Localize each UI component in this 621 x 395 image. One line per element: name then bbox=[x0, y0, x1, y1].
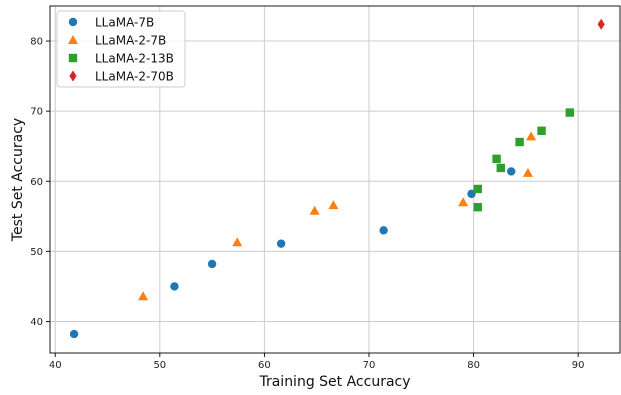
data-point bbox=[565, 108, 574, 117]
axes: 40 50 60 70 80 90 40 50 60 70 80 bbox=[30, 5, 621, 371]
legend-box bbox=[56, 10, 186, 88]
legend-marker bbox=[68, 17, 78, 27]
x-tick-label: 60 bbox=[258, 360, 271, 371]
legend-entry: LLaMA-2-70B bbox=[69, 70, 174, 84]
data-point bbox=[207, 259, 217, 269]
series-3 bbox=[597, 18, 605, 30]
data-point bbox=[309, 205, 320, 215]
y-axis-label: Test Set Accuracy bbox=[10, 118, 26, 242]
data-point bbox=[379, 226, 388, 235]
legend-entry: LLaMA-2-13B bbox=[68, 52, 174, 66]
x-tick-label: 90 bbox=[572, 360, 585, 371]
y-tick-label: 70 bbox=[30, 107, 43, 118]
x-tick-label: 50 bbox=[153, 360, 166, 371]
series-2 bbox=[473, 108, 574, 212]
data-point bbox=[515, 137, 524, 147]
series-1 bbox=[138, 131, 537, 301]
data-point bbox=[138, 291, 149, 301]
legend-label: LLaMA-2-7B bbox=[95, 34, 166, 48]
data-point bbox=[496, 163, 505, 173]
legend: LLaMA-7B LLaMA-2-7B LLaMA-2-13B LLaMA-2-70B bbox=[56, 10, 186, 88]
data-point bbox=[537, 126, 546, 135]
data-point bbox=[458, 197, 469, 207]
data-point bbox=[170, 282, 179, 291]
legend-entry: LLaMA-7B bbox=[68, 16, 154, 30]
legend-marker bbox=[68, 35, 78, 44]
series-0 bbox=[69, 167, 516, 339]
legend-marker bbox=[68, 53, 78, 63]
legend-marker bbox=[69, 70, 77, 82]
data-point bbox=[232, 237, 243, 247]
x-axis-label: Training Set Accuracy bbox=[258, 374, 410, 390]
legend-label: LLaMA-7B bbox=[95, 16, 154, 30]
data-point bbox=[69, 329, 79, 339]
y-tick-label: 50 bbox=[30, 247, 43, 258]
x-tick-label: 80 bbox=[467, 360, 480, 371]
data-point bbox=[473, 184, 482, 194]
y-tick-label: 40 bbox=[30, 317, 43, 328]
y-tick-label: 80 bbox=[30, 37, 43, 48]
legend-label: LLaMA-2-70B bbox=[95, 70, 174, 84]
legend-label: LLaMA-2-13B bbox=[95, 52, 174, 66]
x-tick-label: 70 bbox=[363, 360, 376, 371]
data-point bbox=[328, 200, 339, 210]
data-point bbox=[276, 239, 286, 248]
data-point bbox=[492, 154, 501, 164]
plot-frame bbox=[49, 5, 621, 354]
data-point bbox=[473, 202, 482, 212]
data-points bbox=[69, 18, 605, 339]
data-point bbox=[522, 167, 533, 177]
data-point bbox=[507, 167, 516, 176]
data-point bbox=[597, 18, 605, 30]
x-tick-label: 40 bbox=[49, 360, 62, 371]
y-tick-label: 60 bbox=[30, 177, 43, 188]
data-point bbox=[526, 131, 537, 141]
legend-entry: LLaMA-2-7B bbox=[68, 34, 166, 48]
